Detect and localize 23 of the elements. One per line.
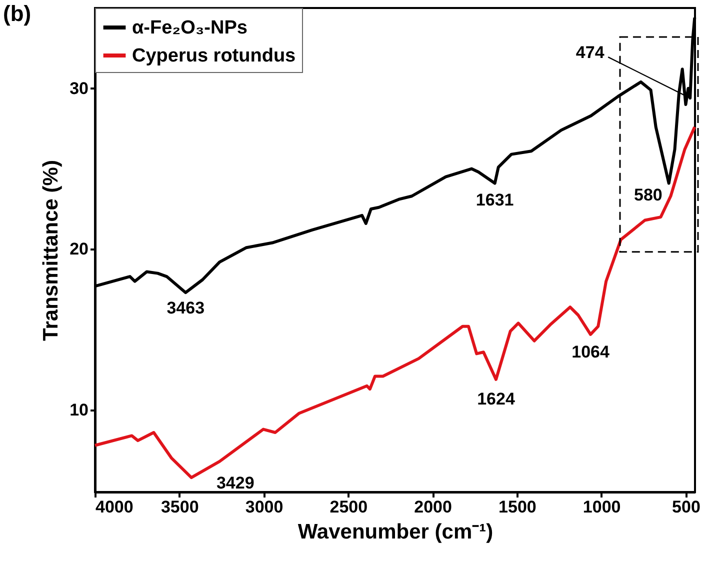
x-axis-title: Wavenumber (cm⁻¹)	[298, 520, 494, 544]
x-tick-label: 500	[672, 498, 700, 516]
annotation: 1064	[572, 342, 610, 362]
x-tick-label: 1500	[498, 498, 536, 516]
annotation: 1624	[477, 389, 516, 408]
y-tick-label: 30	[70, 78, 88, 98]
annotation: 580	[634, 185, 662, 204]
annotation: 1631	[476, 190, 514, 210]
x-tick-label: 3000	[245, 498, 284, 516]
legend-label: α-Fe₂O₃-NPs	[132, 18, 248, 38]
annotation: 3429	[216, 474, 254, 493]
annotation: 474	[576, 43, 605, 62]
legend-label: Cyperus rotundus	[132, 46, 296, 66]
x-tick-label: 2500	[330, 498, 368, 516]
y-tick-label: 20	[70, 240, 88, 259]
x-tick-label: 3500	[160, 498, 199, 516]
y-tick-label: 10	[70, 400, 88, 420]
x-tick-label: 1000	[582, 498, 621, 516]
x-tick-label: 2000	[414, 498, 452, 516]
annotation: 3463	[166, 298, 205, 318]
text: (b)	[3, 1, 32, 26]
x-tick-label: 4000	[96, 498, 134, 516]
y-axis-title: Transmittance (%)	[40, 160, 63, 341]
